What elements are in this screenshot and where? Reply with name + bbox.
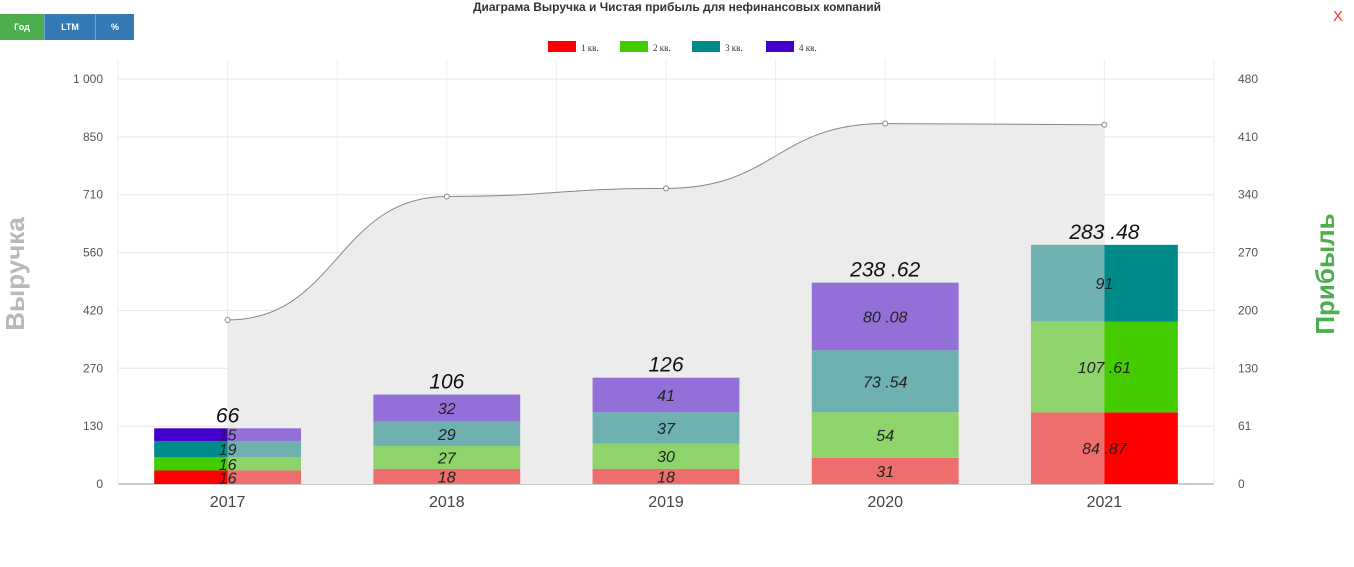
bar-segment-label: 18 xyxy=(657,469,675,486)
bar-segment xyxy=(373,468,521,484)
bar-segment-label: 80 .08 xyxy=(863,309,908,326)
bar-segment xyxy=(592,377,740,413)
bar-segment xyxy=(373,446,521,469)
legend-swatch xyxy=(548,41,576,52)
legend-label: 1 кв. xyxy=(581,43,599,53)
bar-segment-label: 29 xyxy=(437,427,456,444)
bar-segment-label: 73 .54 xyxy=(863,374,908,391)
bar-segment xyxy=(811,282,959,351)
left-axis-tick-label: 270 xyxy=(83,361,103,375)
left-axis-tick-label: 130 xyxy=(83,419,103,433)
bar-segment xyxy=(592,443,740,469)
bar-segment xyxy=(811,457,959,484)
bar-segment-label: 37 xyxy=(657,421,676,438)
left-axis-title: Выручка xyxy=(0,217,30,331)
chart-title: Диаграма Выручка и Чистая прибыль для не… xyxy=(472,0,882,14)
bar-segment xyxy=(1030,244,1105,322)
revenue-point xyxy=(224,316,231,323)
legend-label: 4 кв. xyxy=(799,43,817,53)
left-axis-tick-label: 560 xyxy=(83,246,103,260)
bar-total-label: 106 xyxy=(429,371,464,394)
bar-segment xyxy=(154,440,228,457)
bar-total-label: 66 xyxy=(216,404,240,427)
right-axis-tick-label: 480 xyxy=(1238,72,1258,86)
bar-segment xyxy=(227,440,302,457)
ltm-button[interactable]: LTM xyxy=(45,14,96,40)
bar-segment xyxy=(1104,412,1178,484)
bar-segment xyxy=(227,470,302,484)
left-axis-tick-label: 710 xyxy=(83,188,103,202)
bar-segment-label: 32 xyxy=(438,401,456,418)
right-axis-tick-label: 0 xyxy=(1238,477,1245,491)
bar-segment xyxy=(592,412,740,444)
bar-segment xyxy=(154,470,228,484)
left-axis-tick-label: 850 xyxy=(83,130,103,144)
bar-segment-label: 54 xyxy=(876,428,894,445)
bar-segment-label: 30 xyxy=(657,449,675,466)
x-axis-tick-label: 2019 xyxy=(648,494,684,511)
right-axis-tick-label: 410 xyxy=(1238,130,1258,144)
bar-segment xyxy=(811,412,959,458)
bar-segment xyxy=(811,350,959,413)
x-axis-tick-label: 2018 xyxy=(429,494,465,511)
bar-segment xyxy=(1104,321,1178,413)
revenue-point xyxy=(882,120,889,127)
bar-segment-label: 31 xyxy=(876,464,894,481)
bar-segment-label: 107 .61 xyxy=(1078,360,1131,377)
left-axis-tick-label: 420 xyxy=(83,303,103,317)
bar-segment-label: 19 xyxy=(219,442,237,459)
bar-segment xyxy=(1030,321,1105,413)
bar-segment-label: 16 xyxy=(219,457,237,474)
bar-segment xyxy=(227,428,302,441)
percent-button[interactable]: % xyxy=(96,14,134,40)
legend-label: 3 кв. xyxy=(725,43,743,53)
legend-label: 2 кв. xyxy=(653,43,671,53)
bar-segment xyxy=(1104,244,1178,322)
legend-swatch xyxy=(692,41,720,52)
bar-segment-label: 27 xyxy=(437,450,457,467)
bar-segment-label: 16 xyxy=(219,470,237,487)
right-axis-tick-label: 270 xyxy=(1238,246,1258,260)
x-axis-tick-label: 2017 xyxy=(210,494,246,511)
right-axis-title: Прибыль xyxy=(1310,213,1340,334)
legend-swatch xyxy=(766,41,794,52)
right-axis-tick-label: 130 xyxy=(1238,361,1258,375)
bar-total-label: 126 xyxy=(648,354,683,377)
left-axis-tick-label: 0 xyxy=(96,477,103,491)
bar-segment-label: 15 xyxy=(219,428,237,445)
revenue-point xyxy=(1101,121,1108,128)
bar-total-label: 283 .48 xyxy=(1068,221,1139,244)
x-axis-tick-label: 2021 xyxy=(1087,494,1123,511)
revenue-point xyxy=(663,185,669,192)
bar-segment xyxy=(227,457,302,471)
close-icon[interactable]: X xyxy=(1333,8,1344,25)
bar-segment xyxy=(373,421,521,447)
right-axis-tick-label: 61 xyxy=(1238,419,1252,433)
bar-segment xyxy=(1030,412,1105,484)
right-axis-tick-label: 200 xyxy=(1238,303,1258,317)
bar-segment-label: 91 xyxy=(1096,276,1114,293)
legend-swatch xyxy=(620,41,648,52)
year-button[interactable]: Год xyxy=(0,14,45,40)
bar-segment xyxy=(592,468,740,484)
bar-segment xyxy=(373,394,521,422)
bar-segment xyxy=(154,428,228,441)
right-axis-tick-label: 340 xyxy=(1238,188,1258,202)
bar-segment-label: 84 .87 xyxy=(1082,441,1128,458)
x-axis-tick-label: 2020 xyxy=(867,494,903,511)
bar-segment-label: 41 xyxy=(657,388,675,405)
bar-segment-label: 18 xyxy=(438,469,456,486)
revenue-point xyxy=(443,193,450,200)
bar-total-label: 238 .62 xyxy=(849,259,920,282)
period-button-group: Год LTM % xyxy=(0,14,134,40)
revenue-line xyxy=(227,123,1105,321)
left-axis-tick-label: 1 000 xyxy=(73,72,103,86)
bar-segment xyxy=(154,457,228,471)
